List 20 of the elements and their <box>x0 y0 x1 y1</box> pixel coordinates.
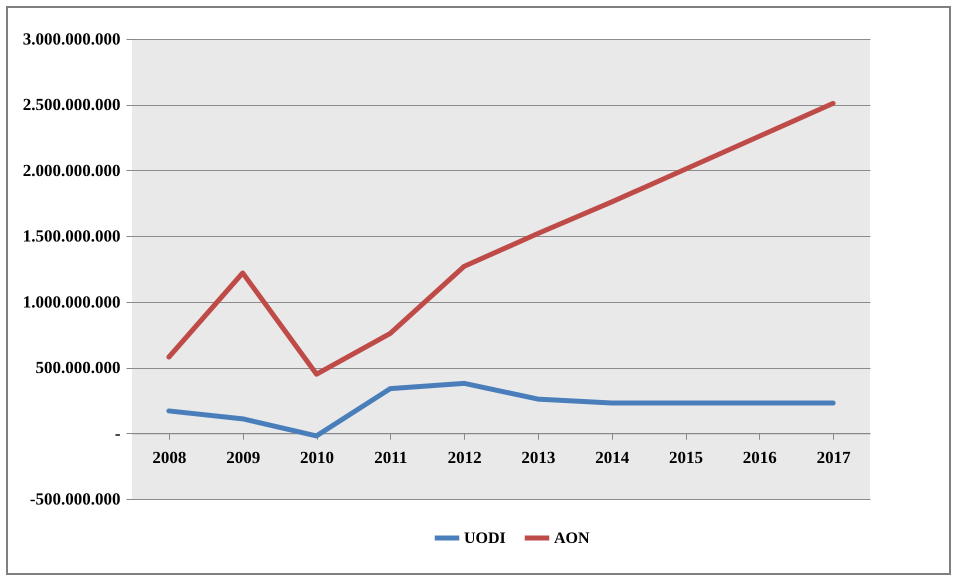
x-tick-label: 2011 <box>374 448 408 467</box>
x-tick-label: 2009 <box>226 448 260 467</box>
y-tick-label: 3.000.000.000 <box>22 30 120 48</box>
y-tick-label: 1.500.000.000 <box>22 226 120 246</box>
x-tick-label: 2015 <box>669 448 703 467</box>
x-tick-label: 2017 <box>816 448 852 467</box>
y-tick-label: 500.000.000 <box>36 358 120 378</box>
x-tick-label: 2008 <box>152 448 186 467</box>
x-tick-label: 2012 <box>448 448 482 467</box>
y-tick-label: 2.500.000.000 <box>22 95 120 114</box>
x-tick-label: 2010 <box>300 448 334 467</box>
y-tick-label: 2.000.000.000 <box>22 160 120 180</box>
y-tick-label: - <box>114 424 121 443</box>
y-tick-label: -500.000.000 <box>30 490 120 508</box>
x-tick-label: 2016 <box>742 448 777 467</box>
legend-label: UODI <box>464 530 506 547</box>
x-tick-label: 2014 <box>595 448 630 467</box>
legend-label: AON <box>554 530 590 547</box>
x-tick-label: 2013 <box>521 448 556 467</box>
y-tick-label: 1.000.000.000 <box>22 292 120 312</box>
